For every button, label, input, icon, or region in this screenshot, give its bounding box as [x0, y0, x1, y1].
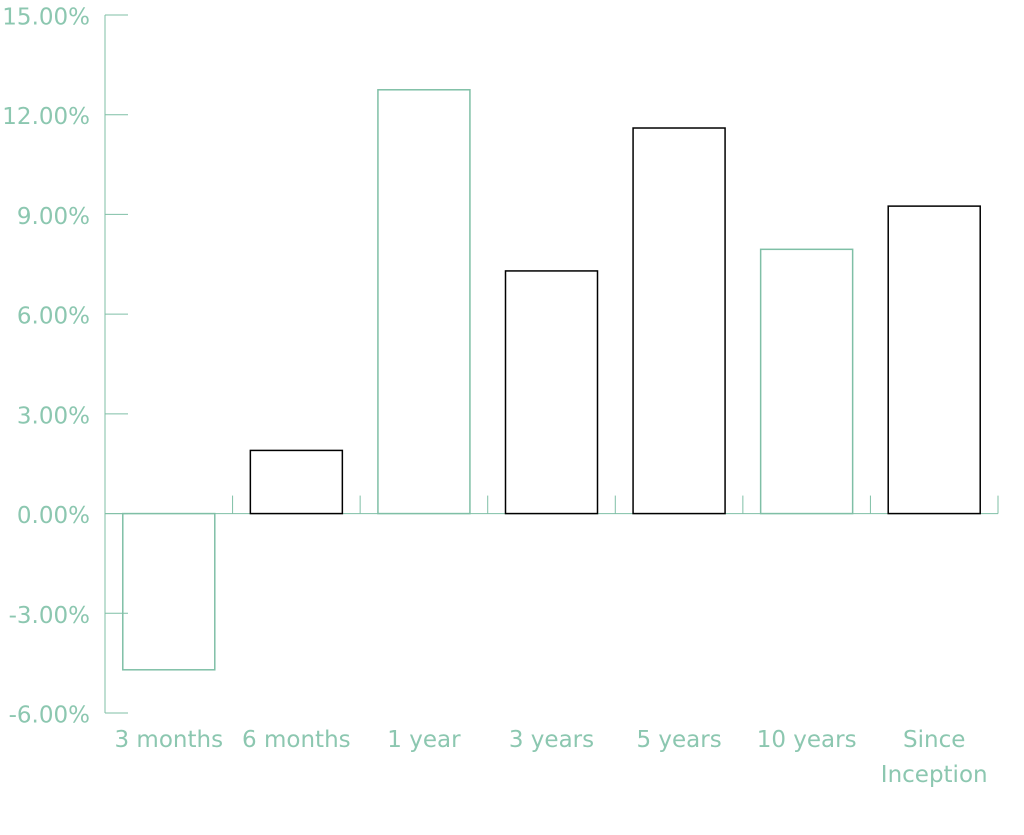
- x-tick-label: 3 years: [508, 727, 595, 753]
- x-tick-label: 3 months: [114, 727, 224, 753]
- x-tick-label: 6 months: [242, 727, 351, 753]
- y-tick-label: 15.00%: [2, 5, 90, 31]
- bar: [887, 205, 981, 515]
- x-tick-label: 10 years: [756, 727, 857, 753]
- bar: [377, 89, 471, 515]
- bar: [249, 449, 344, 515]
- x-tick-label: 1 year: [387, 727, 461, 753]
- y-tick-label: 9.00%: [17, 204, 90, 230]
- y-tick-label: 12.00%: [2, 104, 90, 130]
- bar: [759, 248, 854, 515]
- bar: [122, 512, 216, 671]
- bar: [504, 270, 599, 515]
- y-tick-label: 6.00%: [17, 304, 90, 330]
- y-tick-label: 0.00%: [17, 503, 90, 529]
- y-tick-label: -6.00%: [9, 703, 90, 729]
- y-tick-label: -3.00%: [9, 603, 90, 629]
- x-tick-label: 5 years: [636, 727, 722, 753]
- bar: [632, 127, 726, 515]
- y-tick-label: 3.00%: [17, 403, 90, 429]
- x-tick-label: Since Inception: [880, 727, 988, 788]
